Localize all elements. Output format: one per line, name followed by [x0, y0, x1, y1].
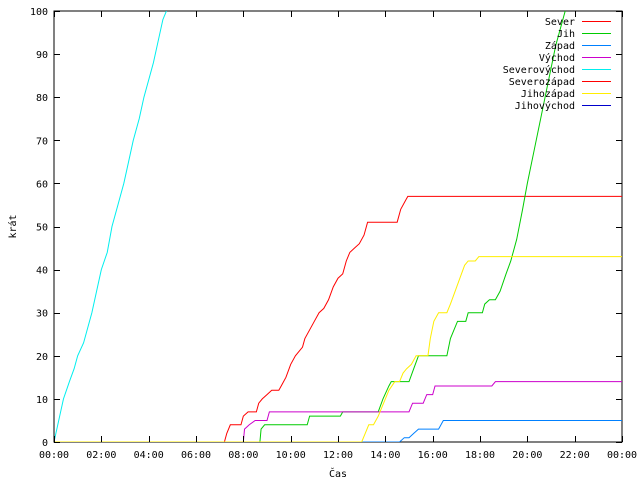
x-axis-title: Čas — [329, 467, 347, 480]
y-tick-label-7: 70 — [36, 136, 48, 147]
series-line-1 — [54, 11, 566, 442]
x-tick-label-9: 18:00 — [465, 450, 495, 461]
y-tick-label-9: 90 — [36, 50, 48, 61]
series-line-6 — [54, 256, 622, 442]
x-tick-label-5: 10:00 — [276, 450, 306, 461]
series-line-0 — [54, 195, 622, 442]
legend-label-6: Jihozápad — [521, 88, 575, 100]
y-tick-label-2: 20 — [36, 352, 48, 363]
y-tick-label-4: 40 — [36, 266, 48, 277]
series-line-2 — [54, 419, 622, 442]
y-tick-label-5: 50 — [36, 223, 48, 234]
axes-layer: 0 10 20 30 40 50 60 70 80 90 100 00:00 02:00 04:00 06:… — [30, 7, 637, 461]
series-layer — [54, 11, 622, 442]
x-tick-label-1: 02:00 — [86, 450, 116, 461]
legend-label-7: Jihovýchod — [515, 100, 575, 112]
legend-label-2: Západ — [545, 40, 575, 52]
y-tick-label-3: 30 — [36, 309, 48, 320]
y-tick-label-6: 60 — [36, 179, 48, 190]
y-tick-label-10: 100 — [30, 7, 48, 18]
legend-label-0: Sever — [545, 17, 575, 28]
x-tick-label-2: 04:00 — [134, 450, 164, 461]
y-tick-label-1: 10 — [36, 395, 48, 406]
series-line-4 — [54, 11, 167, 442]
x-tick-label-10: 20:00 — [512, 450, 542, 461]
x-tick-label-3: 06:00 — [181, 450, 211, 461]
x-tick-label-6: 12:00 — [323, 450, 353, 461]
x-tick-label-4: 08:00 — [228, 450, 258, 461]
x-tick-label-8: 16:00 — [418, 450, 448, 461]
y-tick-label-8: 80 — [36, 93, 48, 104]
x-tick-label-11: 22:00 — [560, 450, 590, 461]
legend-label-5: Severozápad — [509, 76, 575, 88]
legend: SeverJihZápadVýchodSeverovýchodSeverozáp… — [503, 17, 611, 112]
legend-label-4: Severovýchod — [503, 64, 575, 76]
x-tick-label-0: 00:00 — [39, 450, 69, 461]
series-line-3 — [54, 381, 622, 442]
legend-label-3: Východ — [539, 52, 575, 64]
y-axis-title: krát — [7, 214, 19, 238]
x-tick-label-7: 14:00 — [370, 450, 400, 461]
y-tick-label-0: 0 — [42, 438, 48, 449]
x-tick-label-12: 00:00 — [607, 450, 637, 461]
legend-label-1: Jih — [557, 29, 575, 40]
